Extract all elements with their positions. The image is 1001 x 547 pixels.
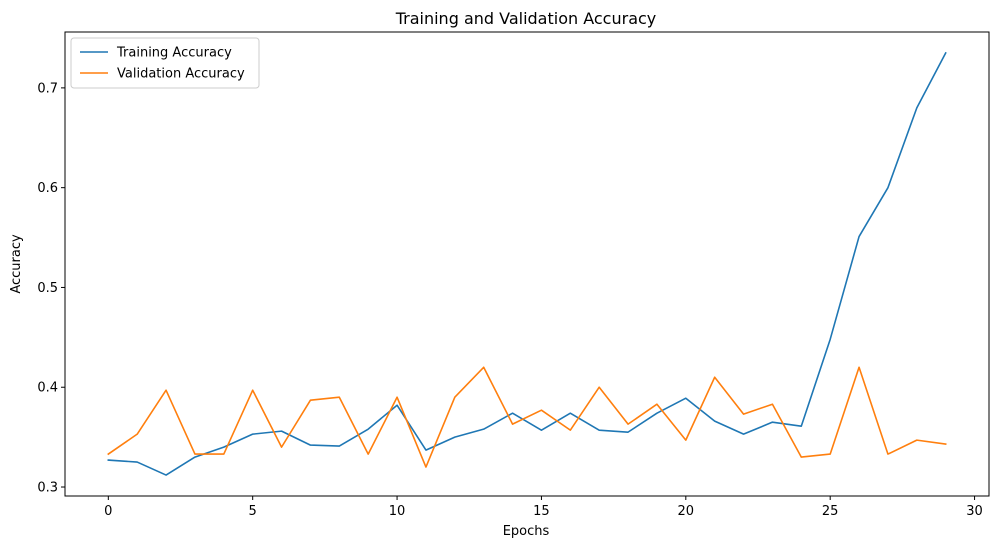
- x-tick-label: 5: [249, 504, 257, 519]
- y-tick-label: 0.4: [37, 381, 58, 396]
- x-axis-ticks: 0 5 10 15 20 25 30: [104, 496, 983, 519]
- legend-label: Validation Accuracy: [117, 67, 245, 82]
- x-tick-label: 20: [678, 504, 695, 519]
- y-tick-label: 0.5: [37, 281, 58, 296]
- y-tick-label: 0.6: [37, 181, 58, 196]
- chart-title: Training and Validation Accuracy: [395, 9, 657, 28]
- x-tick-label: 25: [822, 504, 839, 519]
- legend-label: Training Accuracy: [116, 46, 232, 61]
- y-tick-label: 0.7: [37, 81, 58, 96]
- y-axis-label: Accuracy: [9, 234, 24, 294]
- x-tick-label: 15: [533, 504, 550, 519]
- x-axis-label: Epochs: [503, 524, 550, 539]
- y-tick-label: 0.3: [37, 481, 58, 496]
- series-line-validation: [107, 366, 947, 468]
- series-line-training: [107, 51, 947, 476]
- x-tick-label: 0: [104, 504, 112, 519]
- x-tick-label: 30: [966, 504, 983, 519]
- y-axis-ticks: 0.3 0.4 0.5 0.6 0.7: [37, 81, 65, 496]
- plot-frame: [64, 31, 990, 497]
- legend: Training Accuracy Validation Accuracy: [70, 37, 260, 89]
- legend-box: [70, 37, 260, 89]
- plot-area: [107, 51, 947, 476]
- x-tick-label: 10: [389, 504, 406, 519]
